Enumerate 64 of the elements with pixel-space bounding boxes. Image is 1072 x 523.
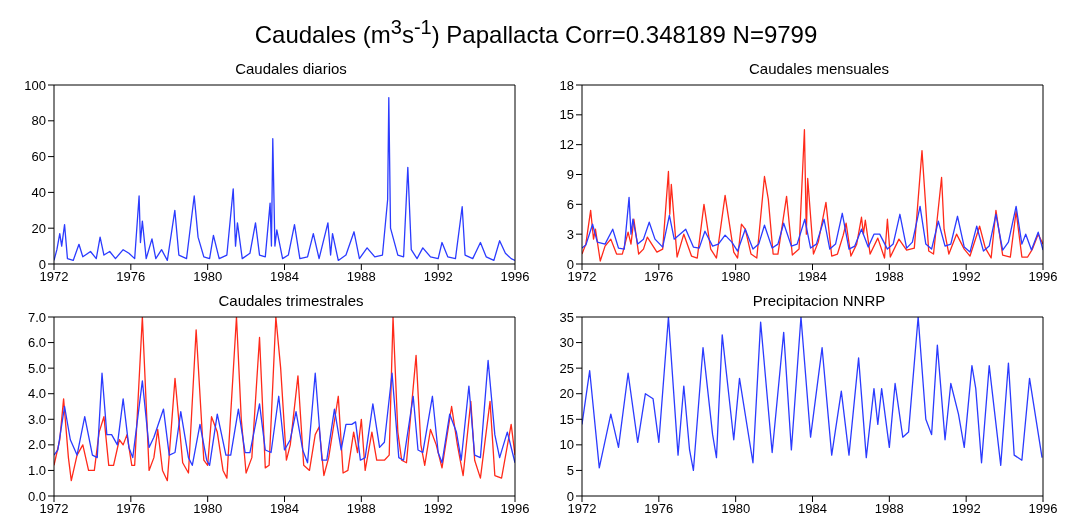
y-tick-label: 3: [566, 226, 574, 242]
y-tick-label: 2.0: [27, 437, 46, 453]
line-series: [54, 359, 515, 466]
y-tick-label: 5: [566, 463, 574, 479]
x-tick-label: 1988: [874, 501, 904, 517]
y-tick-label: 100: [24, 77, 46, 93]
x-tick-label: 1976: [116, 501, 146, 517]
y-tick-label: 6: [566, 196, 574, 212]
y-tick-label: 1.0: [27, 463, 46, 479]
y-tick-label: 0: [566, 256, 574, 272]
y-tick-label: 40: [31, 185, 46, 201]
chart-title: Caudales diarios: [234, 60, 348, 77]
x-tick-label: 1976: [644, 501, 674, 517]
y-tick-label: 0: [38, 256, 46, 272]
line-series: [582, 196, 1043, 253]
x-tick-label: 1992: [951, 501, 981, 517]
text: Caudales (m$^{3}$s$^{-1}$) Papallacta Corr=0.348189 N=9799: [254, 16, 818, 48]
x-tick-label: 1980: [193, 269, 223, 285]
x-tick-label: 1984: [270, 501, 299, 517]
x-tick-label: 1992: [423, 501, 453, 517]
y-tick-label: 15: [559, 107, 574, 123]
y-tick-label: 20: [559, 386, 574, 402]
x-tick-label: 1988: [346, 269, 376, 285]
y-tick-label: 60: [31, 149, 46, 165]
y-tick-label: 3.0: [27, 411, 46, 427]
y-tick-label: 0.0: [27, 488, 46, 504]
x-tick-label: 1984: [798, 501, 827, 517]
x-tick-label: 1996: [500, 269, 530, 285]
x-tick-label: 1976: [116, 269, 146, 285]
y-tick-label: 15: [559, 411, 574, 427]
x-tick-label: 1996: [500, 501, 530, 517]
x-tick-label: 1980: [721, 269, 751, 285]
x-tick-label: 1984: [798, 269, 827, 285]
y-tick-label: 25: [559, 360, 574, 376]
chart-title: Caudales mensuales: [747, 60, 891, 77]
x-tick-label: 1996: [1028, 269, 1058, 285]
x-tick-label: 1980: [721, 501, 751, 517]
y-tick-label: 9: [566, 167, 574, 183]
y-tick-label: 80: [31, 113, 46, 129]
y-tick-label: 0: [566, 488, 574, 504]
x-tick-label: 1988: [874, 269, 904, 285]
y-tick-label: 35: [559, 309, 574, 325]
y-tick-label: 5.0: [27, 360, 46, 376]
y-tick-label: 20: [31, 220, 46, 236]
x-tick-label: 1980: [193, 501, 223, 517]
y-tick-label: 10: [559, 437, 574, 453]
x-tick-label: 1972: [567, 501, 597, 517]
x-tick-label: 1992: [951, 269, 981, 285]
x-tick-label: 1972: [567, 269, 597, 285]
y-tick-label: 7.0: [27, 309, 46, 325]
chart-title: Precipitacion NNRP: [751, 292, 887, 309]
x-tick-label: 1972: [39, 269, 69, 285]
y-tick-label: 4.0: [27, 386, 46, 402]
x-tick-label: 1988: [346, 501, 376, 517]
chart-title: Caudales trimestrales: [217, 292, 365, 309]
x-tick-label: 1992: [423, 269, 453, 285]
y-tick-label: 12: [559, 137, 574, 153]
y-tick-label: 6.0: [27, 335, 46, 351]
x-tick-label: 1984: [270, 269, 299, 285]
x-tick-label: 1976: [644, 269, 674, 285]
y-tick-label: 18: [559, 77, 574, 93]
x-tick-label: 1972: [39, 501, 69, 517]
y-tick-label: 30: [559, 335, 574, 351]
x-tick-label: 1996: [1028, 501, 1058, 517]
